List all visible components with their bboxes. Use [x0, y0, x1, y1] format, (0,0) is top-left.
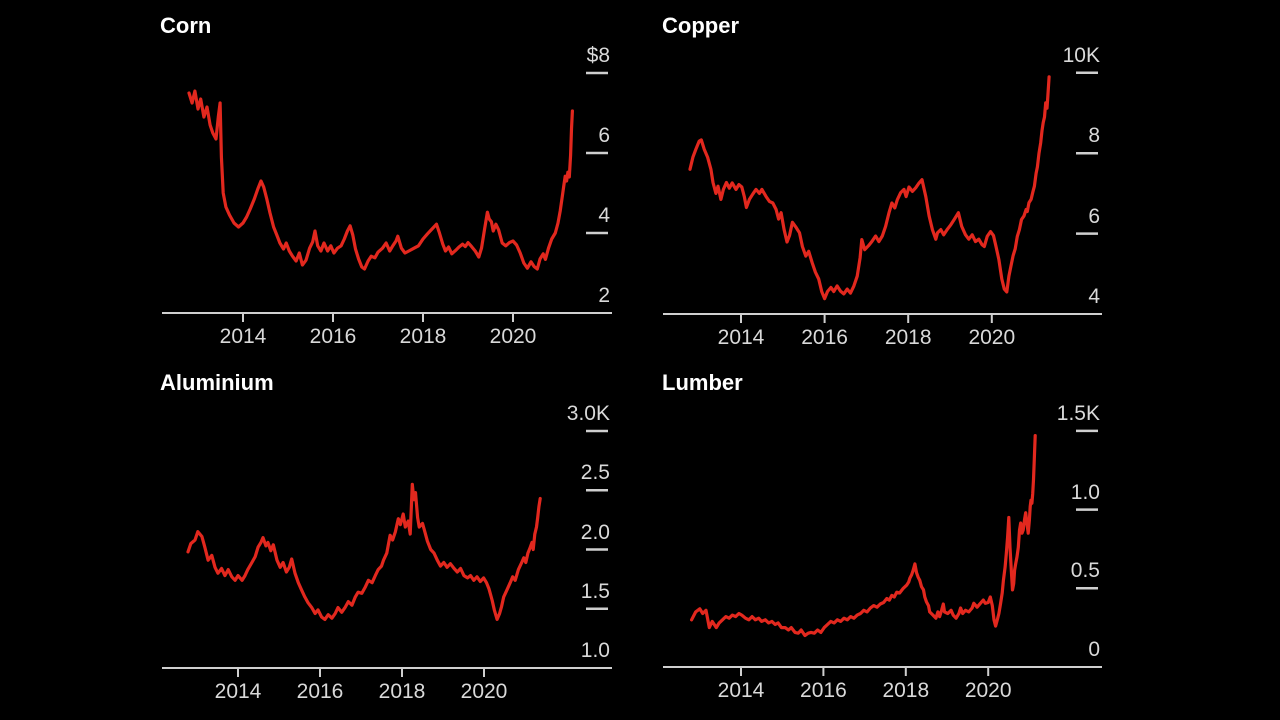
x-axis-label-corn: 2016: [309, 325, 357, 348]
chart-title-lumber: Lumber: [662, 370, 743, 395]
y-axis-label-aluminium: 3.0K: [566, 402, 610, 425]
y-axis-label-corn: 2: [598, 284, 610, 307]
y-axis-label-copper: 8: [1088, 124, 1100, 148]
chart-title-corn: Corn: [160, 13, 212, 38]
y-axis-label-aluminium: 2.0: [580, 520, 610, 544]
x-axis-label-lumber: 2014: [717, 679, 765, 702]
y-axis-label-lumber: 1.0: [1070, 480, 1100, 504]
x-axis-label-aluminium: 2018: [378, 680, 426, 703]
y-axis-label-copper: 4: [1088, 285, 1100, 308]
price-line-corn: [187, 89, 574, 271]
x-axis-label-lumber: 2018: [882, 679, 930, 702]
x-axis-label-lumber: 2020: [964, 679, 1012, 702]
y-axis-label-lumber: 0: [1088, 638, 1100, 661]
x-axis-label-corn: 2020: [489, 325, 537, 348]
price-line-aluminium: [186, 482, 542, 621]
y-axis-label-copper: 6: [1088, 204, 1100, 228]
y-axis-label-aluminium: 1.0: [580, 639, 610, 662]
x-axis-label-copper: 2020: [968, 326, 1016, 349]
chart-title-aluminium: Aluminium: [160, 370, 274, 395]
y-axis-label-lumber: 0.5: [1070, 559, 1100, 583]
x-axis-label-copper: 2014: [717, 326, 765, 349]
y-axis-label-corn: $8: [586, 44, 610, 67]
y-axis-label-corn: 4: [598, 204, 610, 227]
x-axis-label-corn: 2018: [399, 325, 447, 348]
y-axis-label-corn: 6: [598, 124, 610, 147]
x-axis-label-aluminium: 2016: [296, 680, 344, 703]
y-axis-label-lumber: 1.5K: [1056, 401, 1100, 425]
chart-title-copper: Copper: [662, 13, 739, 38]
x-axis-label-copper: 2016: [801, 326, 848, 349]
y-axis-label-aluminium: 1.5: [580, 579, 610, 603]
price-line-lumber: [690, 434, 1037, 638]
price-line-copper: [688, 75, 1051, 301]
y-axis-label-copper: 10K: [1062, 43, 1100, 67]
x-axis-label-aluminium: 2020: [460, 680, 508, 703]
x-axis-label-corn: 2014: [219, 325, 267, 348]
x-axis-label-aluminium: 2014: [214, 680, 262, 703]
x-axis-label-copper: 2018: [884, 326, 932, 349]
y-axis-label-aluminium: 2.5: [580, 461, 610, 485]
x-axis-label-lumber: 2016: [800, 679, 847, 702]
